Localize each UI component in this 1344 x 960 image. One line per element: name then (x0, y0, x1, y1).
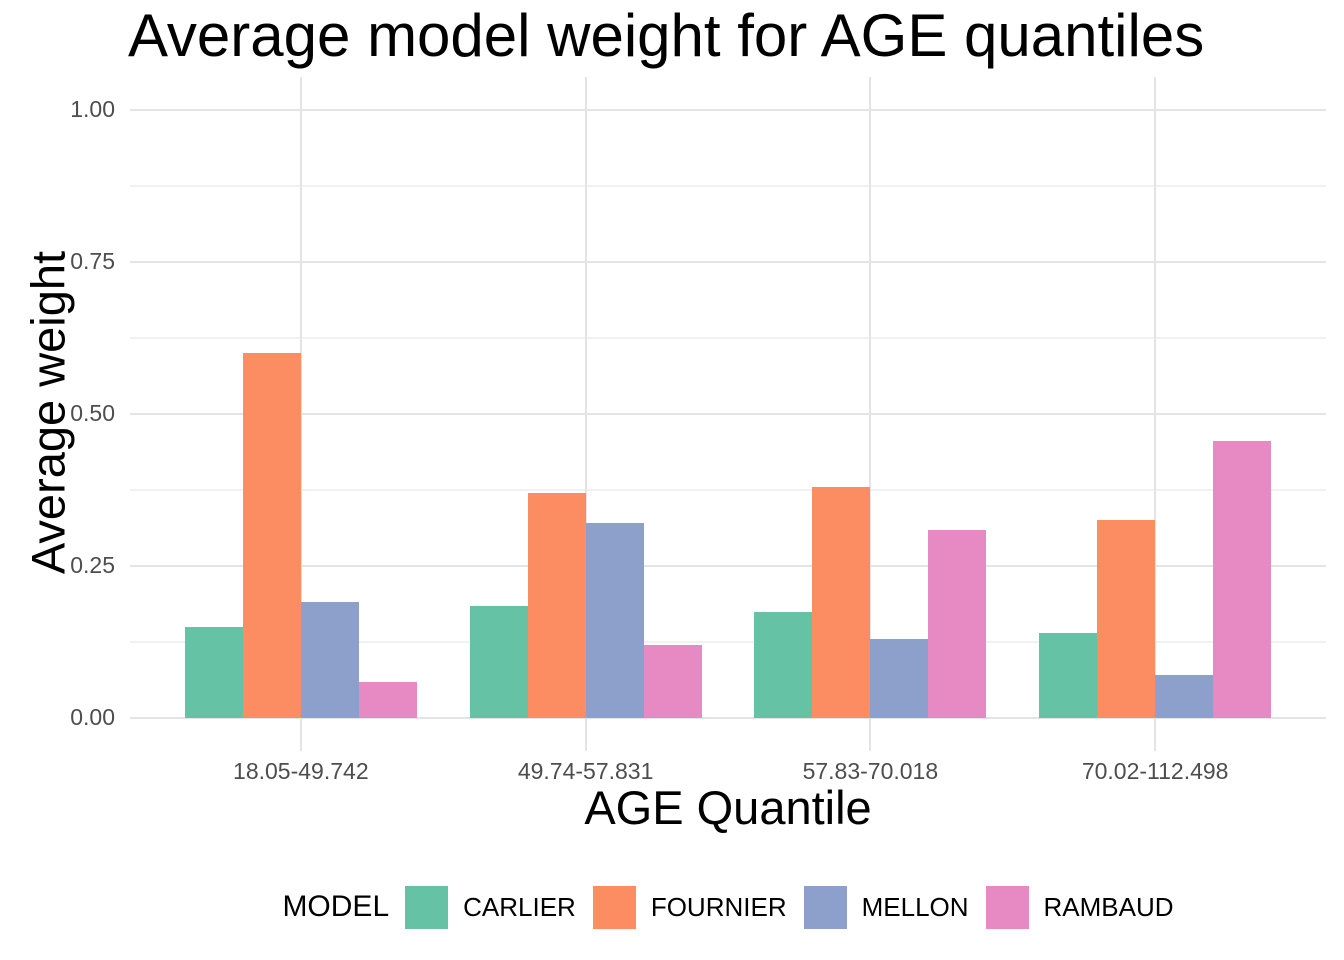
legend-item-label: FOURNIER (650, 892, 787, 922)
gridline-major-y (130, 109, 1326, 111)
legend-item-label: MELLON (861, 892, 969, 922)
legend-item-mellon: MELLON (803, 885, 969, 929)
bar-carlier-group3 (754, 612, 812, 718)
chart-title: Average model weight for AGE quantiles (128, 2, 1205, 69)
bar-fournier-group2 (528, 493, 586, 718)
legend-item-rambaud: RAMBAUD (985, 885, 1174, 929)
legend-item-label: CARLIER (463, 892, 576, 922)
y-tick-label: 0.00 (70, 704, 115, 730)
legend-swatch-fournier (592, 885, 636, 929)
bar-mellon-group3 (870, 639, 928, 718)
y-tick-label: 0.25 (70, 552, 115, 578)
x-tick-label: 49.74-57.831 (517, 758, 654, 784)
gridline-major-y (130, 413, 1326, 415)
y-tick-label: 0.50 (70, 400, 115, 426)
bar-rambaud-group1 (359, 682, 417, 718)
legend-item-carlier: CARLIER (405, 885, 576, 929)
y-tick-label: 1.00 (70, 96, 115, 122)
legend: MODEL CARLIER FOURNIER MELLON RAMBAUD (130, 884, 1326, 930)
gridline-minor-y (130, 641, 1326, 643)
bar-fournier-group4 (1097, 520, 1155, 718)
y-tick-label: 0.75 (70, 248, 115, 274)
gridline-minor-y (130, 337, 1326, 339)
x-tick-label: 70.02-112.498 (1081, 758, 1229, 784)
x-tick-label: 57.83-70.018 (802, 758, 939, 784)
bar-mellon-group1 (301, 602, 359, 718)
bar-carlier-group4 (1039, 633, 1097, 718)
bar-mellon-group4 (1155, 675, 1213, 718)
gridline-major-x (584, 77, 587, 751)
bar-rambaud-group3 (928, 530, 986, 718)
gridline-major-y (130, 565, 1326, 567)
legend-items: CARLIER FOURNIER MELLON RAMBAUD (405, 885, 1174, 929)
gridline-minor-y (130, 185, 1326, 187)
legend-item-label: RAMBAUD (1043, 892, 1174, 922)
bar-fournier-group1 (243, 353, 301, 718)
gridline-major-y (130, 261, 1326, 263)
x-axis-title: AGE Quantile (584, 781, 872, 834)
bar-fournier-group3 (812, 487, 870, 718)
legend-title: MODEL (282, 890, 390, 923)
bar-rambaud-group4 (1213, 441, 1271, 718)
bar-mellon-group2 (586, 523, 644, 718)
gridline-major-x (1154, 77, 1157, 751)
legend-swatch-mellon (803, 885, 847, 929)
gridline-minor-y (130, 489, 1326, 491)
gridline-major-y (130, 717, 1326, 719)
bar-carlier-group2 (470, 606, 528, 718)
x-tick-label: 18.05-49.742 (233, 758, 369, 784)
legend-item-fournier: FOURNIER (592, 885, 787, 929)
legend-swatch-rambaud (985, 885, 1029, 929)
gridline-major-x (869, 77, 872, 751)
bar-carlier-group1 (185, 627, 243, 718)
bar-rambaud-group2 (644, 645, 702, 718)
legend-swatch-carlier (405, 885, 449, 929)
